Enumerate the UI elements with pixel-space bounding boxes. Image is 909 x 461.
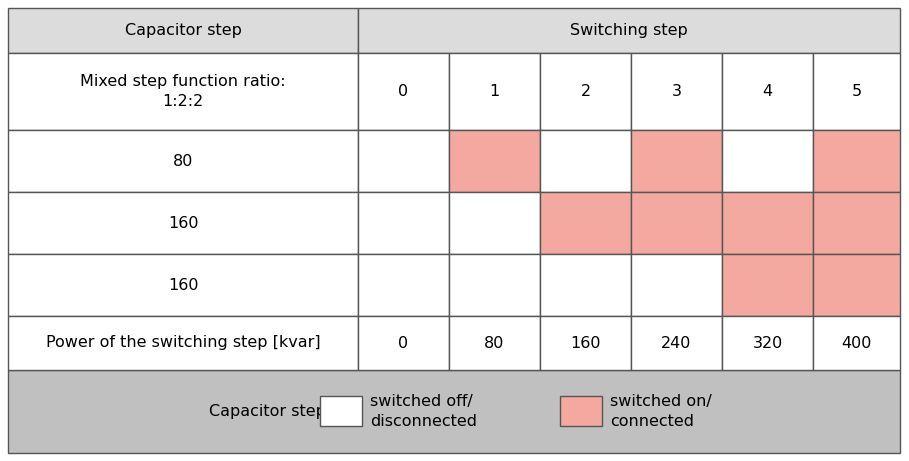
Bar: [631, 130, 722, 192]
Bar: [449, 192, 540, 254]
Text: 160: 160: [570, 336, 601, 350]
Bar: [722, 53, 813, 130]
Bar: [540, 192, 631, 254]
Text: switched off/
disconnected: switched off/ disconnected: [370, 394, 477, 429]
Bar: [631, 53, 722, 130]
Text: Switching step: Switching step: [570, 23, 688, 38]
Bar: [813, 192, 900, 254]
Text: 80: 80: [173, 154, 194, 169]
Bar: [358, 254, 449, 316]
Text: 160: 160: [168, 278, 198, 292]
Bar: [540, 53, 631, 130]
Text: 2: 2: [581, 84, 591, 99]
Bar: [560, 396, 602, 426]
Text: switched on/
connected: switched on/ connected: [610, 394, 712, 429]
Bar: [631, 316, 722, 370]
Bar: [8, 192, 358, 254]
Text: 160: 160: [168, 215, 198, 230]
Bar: [722, 130, 813, 192]
Text: Power of the switching step [kvar]: Power of the switching step [kvar]: [45, 336, 320, 350]
Bar: [631, 254, 722, 316]
Bar: [449, 53, 540, 130]
Bar: [540, 316, 631, 370]
Text: 0: 0: [398, 84, 408, 99]
Bar: [358, 192, 449, 254]
Bar: [813, 316, 900, 370]
Bar: [358, 8, 900, 53]
Bar: [8, 370, 900, 453]
Bar: [358, 130, 449, 192]
Text: Mixed step function ratio:
1:2:2: Mixed step function ratio: 1:2:2: [80, 74, 285, 109]
Bar: [8, 53, 358, 130]
Text: Capacitor step:: Capacitor step:: [209, 404, 331, 419]
Bar: [358, 53, 449, 130]
Text: 3: 3: [672, 84, 682, 99]
Bar: [8, 8, 358, 53]
Bar: [540, 130, 631, 192]
Bar: [722, 316, 813, 370]
Bar: [722, 192, 813, 254]
Text: 320: 320: [753, 336, 783, 350]
Bar: [8, 254, 358, 316]
Bar: [449, 254, 540, 316]
Text: 240: 240: [662, 336, 692, 350]
Bar: [8, 316, 358, 370]
Text: 4: 4: [763, 84, 773, 99]
Text: 1: 1: [489, 84, 500, 99]
Bar: [540, 254, 631, 316]
Bar: [813, 254, 900, 316]
Bar: [8, 130, 358, 192]
Bar: [722, 254, 813, 316]
Text: 400: 400: [842, 336, 872, 350]
Text: 80: 80: [484, 336, 504, 350]
Bar: [320, 396, 362, 426]
Bar: [631, 192, 722, 254]
Text: Capacitor step: Capacitor step: [125, 23, 242, 38]
Bar: [813, 130, 900, 192]
Text: 0: 0: [398, 336, 408, 350]
Bar: [358, 316, 449, 370]
Text: 5: 5: [852, 84, 862, 99]
Bar: [813, 53, 900, 130]
Bar: [449, 130, 540, 192]
Bar: [449, 316, 540, 370]
